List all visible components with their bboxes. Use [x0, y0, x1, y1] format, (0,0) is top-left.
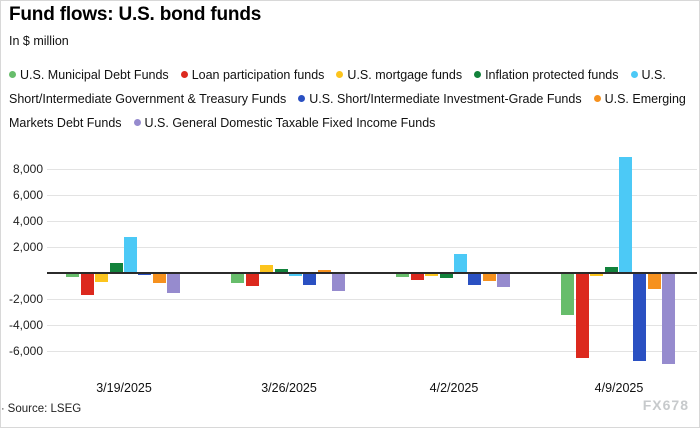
y-axis-tick-label: -2,000 — [8, 292, 43, 306]
bar — [590, 273, 604, 277]
bar — [468, 273, 482, 285]
legend-label: U.S. General Domestic Taxable Fixed Inco… — [144, 116, 436, 130]
y-axis-tick-label: 6,000 — [12, 188, 43, 202]
bar — [303, 273, 317, 285]
x-axis-label: 4/9/2025 — [594, 381, 644, 395]
gridline — [47, 351, 697, 352]
legend-item: U.S. Municipal Debt Funds — [9, 68, 169, 82]
legend-item: U.S. General Domestic Taxable Fixed Inco… — [133, 116, 436, 130]
gridline — [47, 299, 697, 300]
bar — [454, 253, 467, 273]
gridline — [47, 221, 697, 222]
bar — [317, 270, 331, 273]
legend-item: U.S. mortgage funds — [336, 68, 462, 82]
watermark: FX678 — [642, 397, 689, 413]
bar — [662, 273, 676, 364]
bar — [274, 269, 288, 273]
bar — [482, 273, 496, 281]
legend-dot-icon — [336, 71, 344, 78]
bar — [80, 273, 94, 296]
legend-item: U.S. Short/Intermediate Investment-Grade… — [298, 92, 582, 106]
bar — [245, 273, 259, 286]
bar — [289, 273, 302, 277]
legend-dot-icon — [133, 119, 141, 126]
y-axis-tick-label: -4,000 — [8, 318, 43, 332]
zero-baseline — [47, 272, 697, 274]
legend-dot-icon — [298, 95, 306, 102]
legend-dot-icon — [630, 71, 638, 78]
y-axis-tick-label: 4,000 — [12, 214, 43, 228]
bar — [497, 273, 511, 288]
x-axis-label: 3/19/2025 — [96, 381, 152, 395]
bar — [66, 273, 80, 277]
bar — [575, 273, 589, 358]
legend-item: Inflation protected funds — [474, 68, 619, 82]
legend-item: U.S. Short/Intermediate Government & Tre… — [9, 68, 666, 106]
bar — [167, 273, 181, 293]
legend-label: U.S. Short/Intermediate Investment-Grade… — [309, 92, 582, 106]
x-axis-label: 3/26/2025 — [261, 381, 317, 395]
legend-label: U.S. Short/Intermediate Government & Tre… — [9, 68, 666, 106]
bar — [332, 273, 346, 292]
legend-label: Loan participation funds — [191, 68, 325, 82]
gridline — [47, 195, 697, 196]
legend-label: Inflation protected funds — [485, 68, 619, 82]
legend-item: Loan participation funds — [180, 68, 325, 82]
bar — [109, 262, 123, 273]
bar — [604, 266, 618, 273]
gridline — [47, 247, 697, 248]
chart-subtitle: In $ million — [9, 34, 69, 48]
legend-dot-icon — [9, 71, 16, 78]
bar — [619, 157, 632, 273]
legend-item: U.S. Emerging Markets Debt Funds — [9, 92, 686, 130]
bar — [410, 273, 424, 281]
y-axis-tick-label: -6,000 — [8, 344, 43, 358]
bar — [647, 273, 661, 289]
bar — [425, 273, 439, 276]
chart-legend: U.S. Municipal Debt Funds Loan participat… — [9, 63, 695, 135]
legend-dot-icon — [593, 95, 601, 102]
gridline — [47, 325, 697, 326]
source-bullet: · — [1, 403, 5, 415]
bar — [633, 273, 647, 362]
bar — [439, 273, 453, 278]
x-axis-label: 4/2/2025 — [429, 381, 479, 395]
bar — [124, 236, 137, 273]
bar — [95, 273, 109, 283]
gridline — [47, 169, 697, 170]
legend-dot-icon — [180, 71, 188, 78]
source-text: Source: LSEG — [7, 403, 82, 415]
y-axis-tick-label: 2,000 — [12, 240, 43, 254]
bar-chart-plot-area: 8,000 6,000 4,000 2,000 -2,000 -4,000 -6,000 — [1, 151, 699, 379]
bar — [152, 273, 166, 284]
bar — [260, 264, 274, 273]
bar — [231, 273, 245, 284]
legend-label: U.S. mortgage funds — [347, 68, 463, 82]
chart-title: Fund flows: U.S. bond funds — [9, 4, 262, 25]
bar — [396, 273, 410, 277]
bar — [561, 273, 575, 315]
x-axis-labels: 3/19/2025 3/26/2025 4/2/2025 4/9/2025 — [1, 381, 699, 397]
legend-label: U.S. Municipal Debt Funds — [20, 68, 169, 82]
source-note: · Source: LSEG — [1, 403, 81, 415]
y-axis-tick-label: 8,000 — [12, 162, 43, 176]
legend-dot-icon — [474, 71, 482, 78]
legend-label: U.S. Emerging Markets Debt Funds — [9, 92, 686, 130]
